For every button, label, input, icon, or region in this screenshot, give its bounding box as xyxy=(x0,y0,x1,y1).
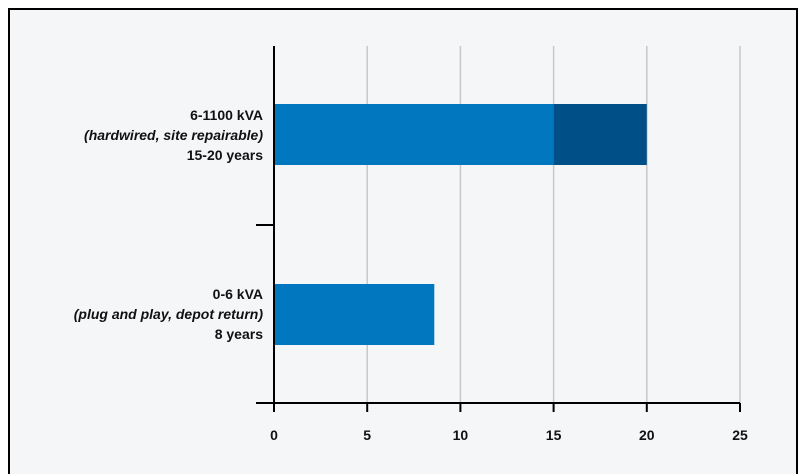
x-tick-label: 15 xyxy=(546,427,562,443)
category-lifespan: 15-20 years xyxy=(186,147,263,163)
category-lifespan: 8 years xyxy=(214,326,263,342)
x-tick-label: 25 xyxy=(732,427,748,443)
category-detail: (plug and play, depot return) xyxy=(73,306,263,322)
category-detail: (hardwired, site repairable) xyxy=(84,127,263,143)
category-name: 0-6 kVA xyxy=(212,286,263,302)
bar-segment xyxy=(553,104,647,165)
x-tick-label: 5 xyxy=(363,427,371,443)
x-tick-label: 10 xyxy=(453,427,469,443)
chart-frame xyxy=(8,8,798,474)
bar-segment xyxy=(274,284,435,345)
category-label-0-6-kva: 0-6 kVA (plug and play, depot return) 8 … xyxy=(23,284,263,344)
category-name: 6-1100 kVA xyxy=(190,107,263,123)
category-label-6-1100-kva: 6-1100 kVA (hardwired, site repairable) … xyxy=(23,105,263,165)
x-tick-label: 20 xyxy=(639,427,655,443)
x-tick-label: 0 xyxy=(270,427,278,443)
bar-segment xyxy=(274,104,554,165)
